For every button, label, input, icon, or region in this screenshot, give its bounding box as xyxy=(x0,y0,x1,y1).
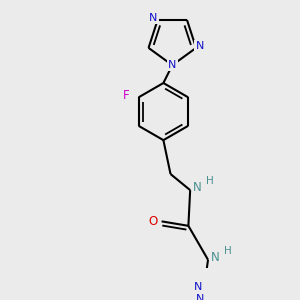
Text: F: F xyxy=(123,89,130,102)
Text: H: H xyxy=(224,246,232,256)
Text: O: O xyxy=(148,215,157,228)
Text: N: N xyxy=(194,282,202,292)
Text: N: N xyxy=(193,181,202,194)
Text: N: N xyxy=(196,294,205,300)
Text: N: N xyxy=(196,41,204,51)
Text: N: N xyxy=(211,250,220,264)
Text: N: N xyxy=(168,60,176,70)
Text: H: H xyxy=(206,176,214,186)
Text: N: N xyxy=(149,13,157,23)
